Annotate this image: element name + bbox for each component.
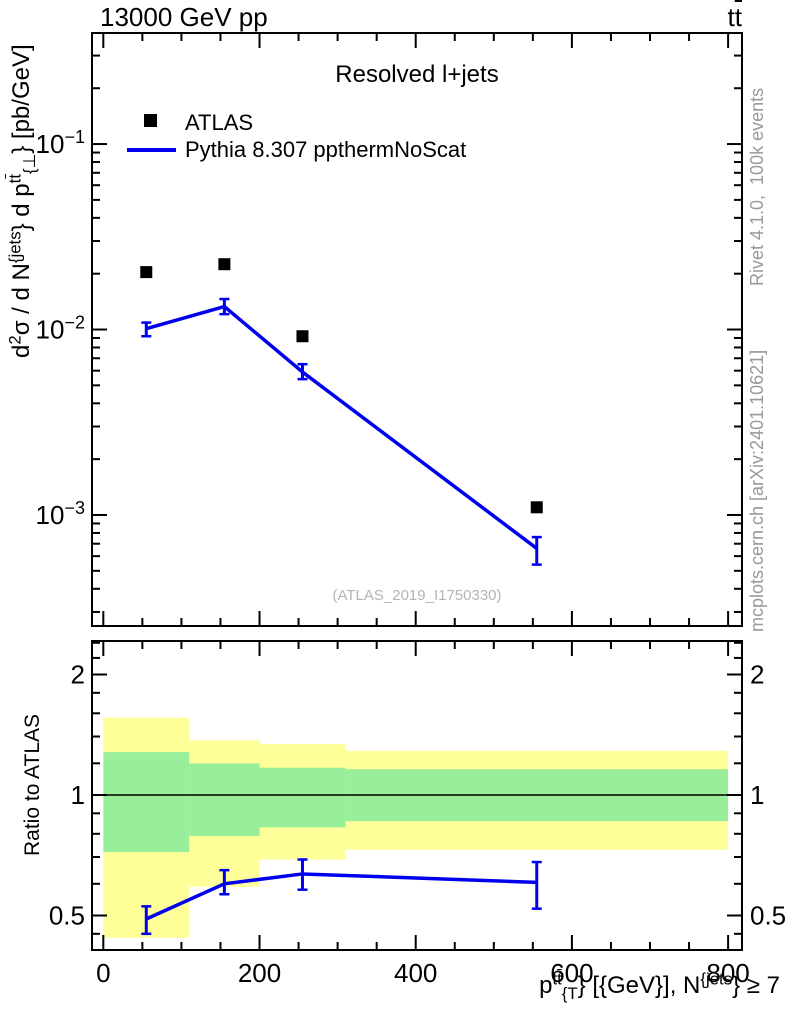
legend-label-pythia: Pythia 8.307 ppthermNoScat bbox=[185, 137, 467, 162]
beam-energy-title: 13000 GeV pp bbox=[100, 2, 268, 32]
process-title: tt bbox=[727, 2, 742, 32]
svg-text:200: 200 bbox=[238, 958, 281, 988]
svg-text:1: 1 bbox=[71, 780, 85, 810]
main-series bbox=[140, 258, 543, 566]
svg-text:10−1: 10−1 bbox=[36, 127, 85, 159]
legend-item-pythia: Pythia 8.307 ppthermNoScat bbox=[127, 137, 547, 163]
axes-frame bbox=[91, 32, 743, 951]
axis-ticks bbox=[93, 34, 741, 949]
x-axis-label: ptt{T} [{GeV}], N{jets} ≥ 7 bbox=[539, 969, 780, 1003]
analysis-watermark: (ATLAS_2019_I1750330) bbox=[332, 587, 502, 604]
y-axis-label-main: d2σ / d N{jets} d ptt{⊥} [pb/GeV] bbox=[5, 44, 39, 358]
axis-tick-labels: 0 200 400 600 800 10−1 10−2 10−3 2 2 1 1 0.5 0.5 bbox=[36, 127, 786, 988]
mcplots-reference-text: mcplots.cern.ch [arXiv:2401.10621] bbox=[747, 349, 767, 632]
svg-text:400: 400 bbox=[394, 958, 437, 988]
svg-text:0.5: 0.5 bbox=[49, 901, 85, 931]
line-marker-icon bbox=[127, 148, 176, 152]
legend-label-atlas: ATLAS bbox=[185, 110, 254, 135]
svg-text:1: 1 bbox=[750, 780, 764, 810]
svg-text:2: 2 bbox=[750, 659, 764, 689]
plot-title: Resolved l+jets bbox=[335, 61, 499, 88]
ratio-bands bbox=[103, 717, 729, 938]
y-axis-label-ratio: Ratio to ATLAS bbox=[21, 713, 44, 856]
svg-text:10−2: 10−2 bbox=[36, 313, 85, 345]
svg-text:10−3: 10−3 bbox=[36, 498, 85, 530]
rivet-version-text: Rivet 4.1.0, 100k events bbox=[747, 87, 767, 286]
svg-text:800: 800 bbox=[706, 958, 749, 988]
svg-text:0: 0 bbox=[96, 958, 110, 988]
legend-item-atlas: ATLAS bbox=[127, 110, 547, 136]
ratio-series bbox=[141, 858, 542, 936]
svg-text:600: 600 bbox=[550, 958, 593, 988]
svg-text:0.5: 0.5 bbox=[750, 901, 786, 931]
filled-square-marker-icon bbox=[144, 114, 157, 127]
svg-text:2: 2 bbox=[71, 659, 85, 689]
